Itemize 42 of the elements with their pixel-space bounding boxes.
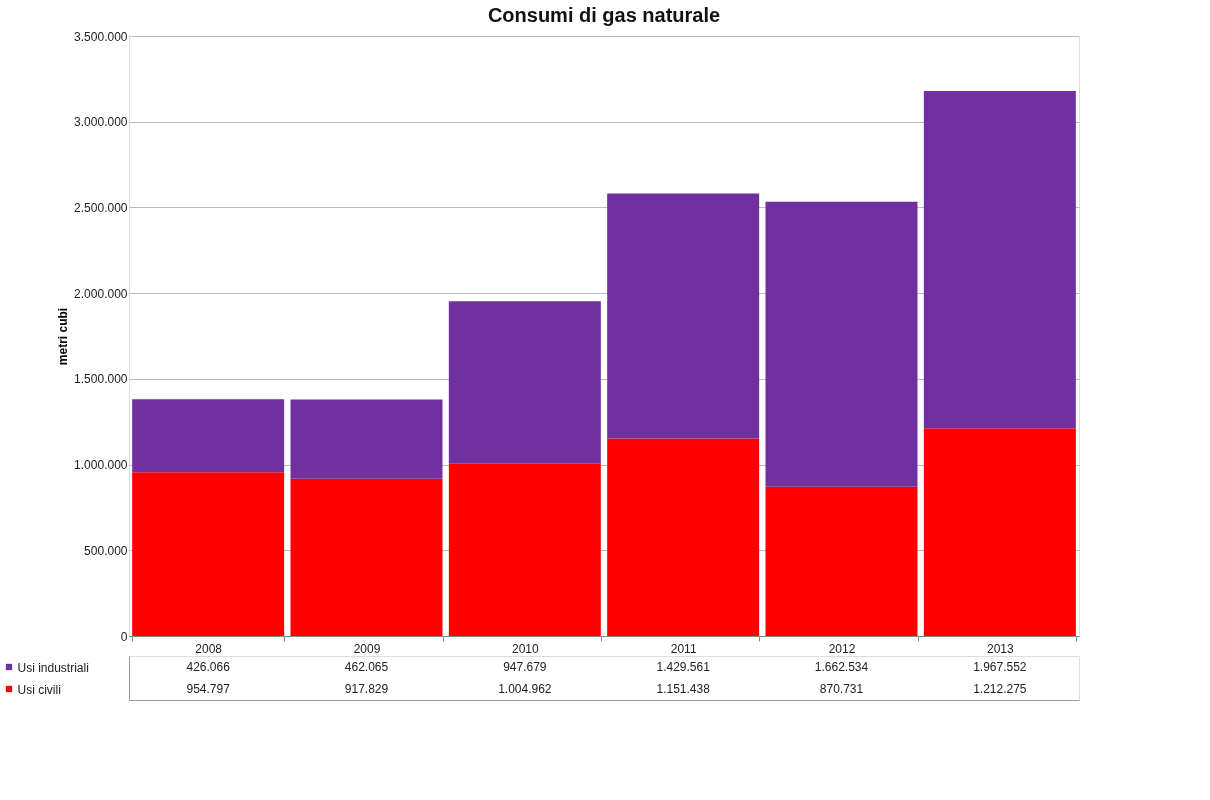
bar	[448, 301, 601, 464]
y-axis-title: metri cubi	[56, 307, 71, 366]
y-tick-label: 3.000.000	[74, 115, 128, 130]
data-label: 947.679	[503, 660, 547, 674]
bar	[132, 472, 285, 636]
bar	[765, 486, 918, 636]
data-label: 1.967.552	[973, 660, 1027, 674]
x-tick-label: 2010	[511, 641, 539, 656]
data-label: 1.429.561	[656, 660, 711, 674]
y-tick-label: 1.000.000	[74, 458, 128, 473]
y-tick-label: 0	[120, 629, 128, 644]
bar	[923, 90, 1076, 429]
data-label: 1.212.275	[973, 682, 1027, 696]
data-label: 1.151.438	[656, 682, 711, 696]
x-tick-label: 2013	[986, 641, 1014, 656]
y-tick-label: 2.500.000	[74, 200, 128, 215]
bar	[290, 478, 443, 636]
bar	[765, 201, 918, 487]
data-label: 1.004.962	[498, 682, 552, 696]
data-label: 954.797	[186, 682, 231, 696]
legend-label: Usi industriali	[17, 660, 89, 675]
y-tick-label: 2.000.000	[74, 286, 128, 301]
data-label: 426.066	[186, 660, 231, 674]
x-tick-label: 2011	[670, 641, 697, 656]
bar	[132, 399, 285, 473]
bar	[607, 193, 760, 439]
x-tick-label: 2012	[828, 641, 856, 656]
y-tick-label: 3.500.000	[74, 29, 128, 44]
bar	[923, 428, 1076, 636]
data-label: 917.829	[344, 682, 389, 696]
data-label: 462.065	[344, 660, 389, 674]
bar	[448, 463, 601, 636]
bar	[607, 438, 760, 636]
chart-title: Consumi di gas naturale	[487, 4, 721, 26]
y-tick-label: 500.000	[84, 543, 128, 558]
x-tick-label: 2009	[353, 641, 381, 656]
data-label: 870.731	[819, 682, 864, 696]
bar	[290, 399, 443, 479]
y-tick-label: 1.500.000	[74, 372, 128, 387]
x-tick-label: 2008	[195, 641, 223, 656]
data-label: 1.662.534	[814, 660, 869, 674]
legend-label: Usi civili	[17, 682, 61, 697]
